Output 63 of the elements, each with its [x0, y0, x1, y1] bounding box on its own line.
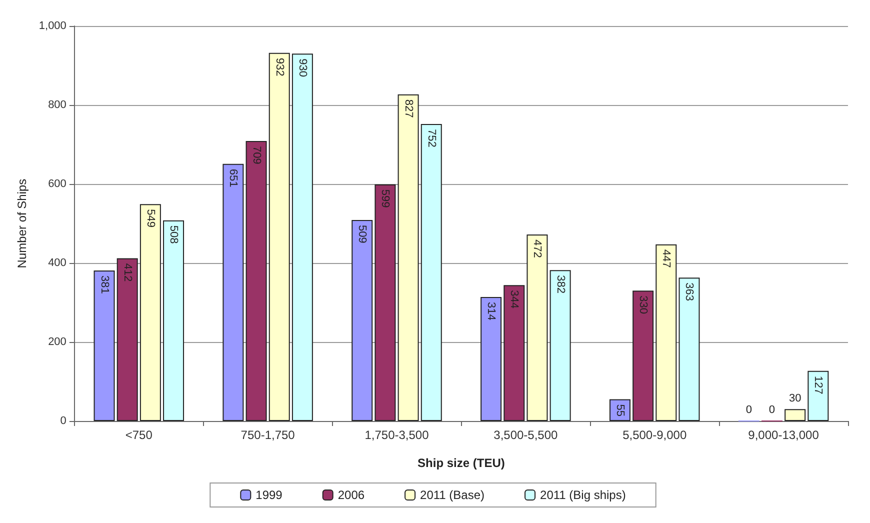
data-label: 30 — [788, 392, 802, 405]
bar — [808, 370, 829, 421]
bar — [116, 258, 138, 421]
bar — [398, 94, 419, 421]
data-label: 930 — [296, 58, 308, 78]
y-axis-title: Number of Ships — [15, 178, 29, 268]
data-label: 472 — [531, 240, 544, 258]
legend-label: 2011 (Base) — [420, 488, 485, 502]
y-tick-label: 200 — [48, 336, 66, 348]
data-label: 127 — [812, 376, 824, 394]
x-tick-label: 9,000-13,000 — [748, 428, 820, 442]
data-label: 709 — [250, 146, 262, 164]
bar — [163, 220, 184, 421]
x-axis-title: Ship size (TEU) — [418, 456, 505, 470]
bar — [420, 124, 442, 421]
data-label: 932 — [273, 58, 286, 76]
bar — [784, 409, 806, 421]
x-tick-label: <750 — [125, 428, 153, 442]
legend-label: 1999 — [256, 488, 283, 502]
x-tick-label: 750-1,750 — [240, 428, 296, 442]
data-label: 447 — [660, 249, 672, 268]
data-label: 0 — [746, 404, 752, 416]
bar — [222, 164, 244, 421]
bar — [550, 270, 571, 421]
data-label: 382 — [554, 275, 566, 294]
y-tick-label: 600 — [48, 178, 66, 190]
data-label: 827 — [402, 99, 414, 118]
x-tick-label: 1,750-3,500 — [364, 428, 430, 442]
data-label: 55 — [614, 404, 626, 417]
bar — [352, 220, 373, 421]
bar — [94, 270, 115, 421]
data-label: 363 — [683, 282, 696, 301]
bar — [678, 278, 700, 421]
x-tick-label: 5,500-9,000 — [622, 428, 687, 442]
data-label: 314 — [485, 302, 498, 320]
x-tick-label: 3,500-5,500 — [494, 428, 558, 442]
bar — [526, 234, 548, 421]
y-tick-label: 400 — [48, 257, 66, 269]
bar — [480, 296, 502, 421]
bar — [140, 204, 161, 421]
data-label: 344 — [508, 290, 520, 308]
bar — [374, 184, 396, 421]
bar — [656, 244, 677, 421]
data-label: 651 — [227, 168, 240, 188]
y-tick-label: 0 — [60, 415, 66, 427]
bar — [632, 290, 654, 421]
bar — [268, 52, 290, 421]
bar — [246, 140, 267, 421]
legend-label: 2011 (Big ships) — [540, 488, 626, 502]
data-label: 0 — [768, 404, 776, 416]
data-label: 599 — [379, 189, 392, 208]
data-label: 330 — [637, 296, 650, 314]
bar — [292, 54, 313, 421]
y-tick-label: 800 — [48, 99, 66, 111]
data-label: 508 — [168, 225, 180, 244]
y-tick-label: 1,000 — [38, 20, 66, 32]
data-label: 412 — [121, 263, 134, 282]
legend-label: 2006 — [338, 488, 365, 502]
data-label: 509 — [356, 224, 368, 244]
bar — [504, 285, 525, 421]
data-label: 381 — [98, 276, 110, 294]
data-label: 752 — [425, 128, 438, 148]
data-label: 549 — [144, 209, 156, 228]
